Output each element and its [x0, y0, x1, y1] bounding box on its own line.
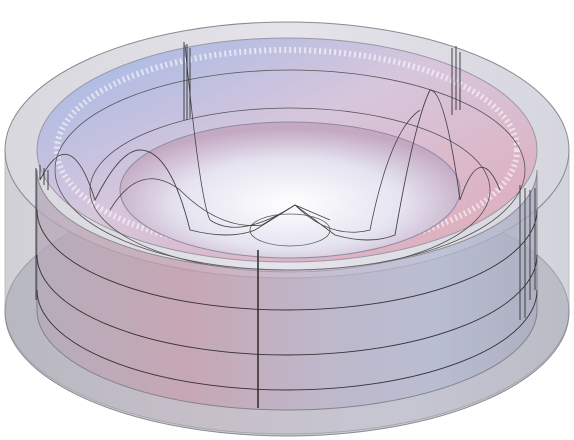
wall-line: [36, 254, 538, 356]
curve: [109, 178, 331, 226]
curve: [39, 89, 501, 241]
wall-line: [36, 289, 538, 391]
inner-wall: [36, 169, 538, 411]
rim-texture: [54, 47, 520, 253]
floor: [119, 121, 461, 259]
wall-line: [36, 209, 538, 311]
contour: [249, 213, 331, 247]
spikes: [35, 42, 536, 408]
